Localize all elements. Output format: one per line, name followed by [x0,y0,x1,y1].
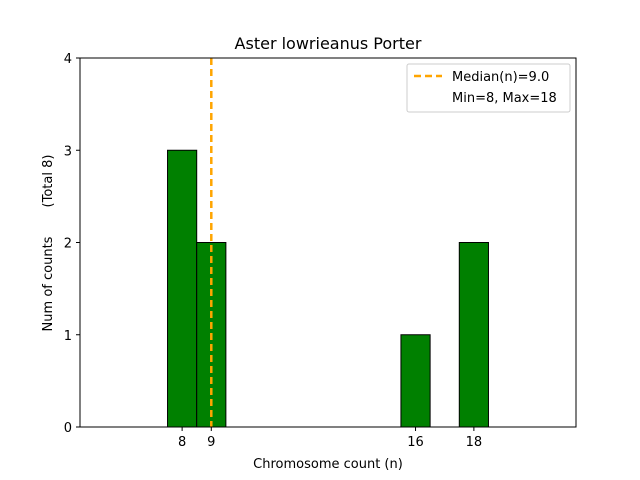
bar-16 [400,334,431,428]
y-axis-label: Num of counts [41,236,56,331]
plot-frame [79,57,577,428]
x-tick-label-18: 18 [466,435,483,450]
x-tick-label-9: 9 [207,435,215,450]
x-axis-ticks: 8 9 16 18 [178,427,482,450]
x-axis-label: Chromosome count (n) [253,457,403,472]
chart-title: Aster lowrieanus Porter [235,34,422,53]
legend-box [406,63,571,113]
y-tick-label-3: 3 [64,144,72,159]
bar-18 [458,242,489,428]
x-tick-label-16: 16 [407,435,424,450]
y-tick-label-2: 2 [64,237,72,252]
y-tick-label-4: 4 [64,52,72,67]
legend: Median(n)=9.0 Min=8, Max=18 [406,63,571,113]
y-axis-ticks: 0 1 2 3 4 [64,52,80,436]
bar-8 [167,149,198,428]
y-tick-label-0: 0 [64,421,72,436]
y-axis-total-note: (Total 8) [41,155,56,208]
y-tick-label-1: 1 [64,329,72,344]
bars-group [167,149,489,428]
legend-entry-median: Median(n)=9.0 [452,70,549,85]
legend-entry-minmax: Min=8, Max=18 [452,91,557,106]
x-tick-label-8: 8 [178,435,186,450]
